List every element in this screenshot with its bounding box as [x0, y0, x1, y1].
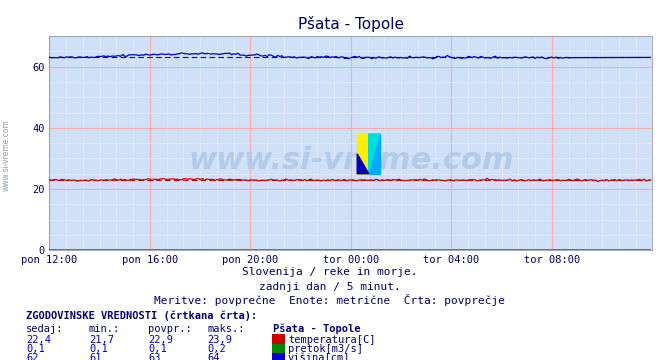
Text: Pšata - Topole: Pšata - Topole: [273, 323, 361, 334]
Text: 22,4: 22,4: [26, 335, 51, 345]
Text: ZGODOVINSKE VREDNOSTI (črtkana črta):: ZGODOVINSKE VREDNOSTI (črtkana črta):: [26, 310, 258, 321]
Text: 0,1: 0,1: [148, 344, 167, 354]
Text: maks.:: maks.:: [208, 324, 245, 334]
Text: 0,1: 0,1: [89, 344, 107, 354]
Text: višina[cm]: višina[cm]: [288, 353, 351, 360]
Text: Meritve: povprečne  Enote: metrične  Črta: povprečje: Meritve: povprečne Enote: metrične Črta:…: [154, 294, 505, 306]
Text: sedaj:: sedaj:: [26, 324, 64, 334]
Text: 64: 64: [208, 354, 220, 360]
Polygon shape: [357, 154, 369, 174]
Bar: [357, 134, 369, 174]
Text: 61: 61: [89, 354, 101, 360]
Text: 0,1: 0,1: [26, 344, 45, 354]
Text: min.:: min.:: [89, 324, 120, 334]
Text: 63: 63: [148, 354, 161, 360]
Text: 62: 62: [26, 354, 39, 360]
Text: 23,9: 23,9: [208, 335, 233, 345]
Text: www.si-vreme.com: www.si-vreme.com: [188, 146, 514, 175]
Text: zadnji dan / 5 minut.: zadnji dan / 5 minut.: [258, 282, 401, 292]
Text: povpr.:: povpr.:: [148, 324, 192, 334]
Text: 22,9: 22,9: [148, 335, 173, 345]
Text: temperatura[C]: temperatura[C]: [288, 335, 376, 345]
Title: Pšata - Topole: Pšata - Topole: [298, 16, 404, 32]
Polygon shape: [369, 134, 380, 174]
Text: 21,7: 21,7: [89, 335, 114, 345]
Text: 0,2: 0,2: [208, 344, 226, 354]
Text: pretok[m3/s]: pretok[m3/s]: [288, 344, 363, 354]
Polygon shape: [369, 134, 380, 174]
Text: Slovenija / reke in morje.: Slovenija / reke in morje.: [242, 267, 417, 278]
Text: www.si-vreme.com: www.si-vreme.com: [2, 119, 11, 191]
